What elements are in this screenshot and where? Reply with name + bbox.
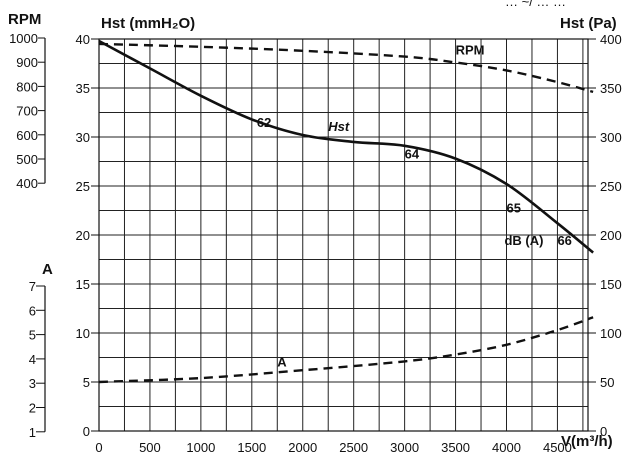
chart-axes: 0 500 1000 1500 2000 2500 3000 3500 4000 45000510…	[9, 31, 622, 455]
x-tick-label: 4000	[492, 440, 521, 455]
amp-tick-label: 2	[29, 401, 36, 416]
hst-mm-tick-label: 5	[83, 375, 90, 390]
series-rpm-line	[98, 42, 594, 94]
annotation-label: 64	[405, 147, 420, 162]
hst-mm-tick-label: 0	[83, 424, 90, 439]
x-tick-label: 1000	[186, 440, 215, 455]
amp-tick-label: 6	[29, 303, 36, 318]
chart-grid	[98, 38, 589, 432]
rpm-tick-label: 700	[16, 104, 38, 119]
annotation-label: RPM	[456, 43, 485, 58]
rpm-tick-label: 600	[16, 128, 38, 143]
chart-annotations: 62 Hst 64 65 dB (A) 66 RPM A	[257, 43, 572, 370]
hst-pa-tick-label: 350	[600, 81, 622, 96]
hst-pa-tick-label: 0	[600, 424, 607, 439]
rpm-tick-label: 900	[16, 55, 38, 70]
amp-axis-label: A	[42, 261, 53, 278]
x-tick-label: 3500	[441, 440, 470, 455]
x-axis-label: V(m³/h)	[561, 433, 613, 450]
x-tick-label: 2000	[288, 440, 317, 455]
header-fragment: … ~/ … …	[505, 0, 566, 9]
hst-mm-tick-label: 30	[76, 130, 90, 145]
hst-pa-tick-label: 300	[600, 130, 622, 145]
hst-pa-tick-label: 50	[600, 375, 614, 390]
x-tick-label: 500	[139, 440, 161, 455]
series-a-line	[98, 316, 594, 384]
annotation-label: dB (A)	[504, 233, 543, 248]
hst-pa-tick-label: 250	[600, 179, 622, 194]
hst-pa-tick-label: 100	[600, 326, 622, 341]
annotation-label: A	[277, 354, 287, 369]
amp-tick-label: 5	[29, 328, 36, 343]
annotation-label: 62	[257, 115, 271, 130]
hst-mm-tick-label: 20	[76, 228, 90, 243]
hst-mm-tick-label: 10	[76, 326, 90, 341]
amp-tick-label: 3	[29, 376, 36, 391]
rpm-tick-label: 800	[16, 79, 38, 94]
amp-tick-label: 4	[29, 352, 36, 367]
x-tick-label: 2500	[339, 440, 368, 455]
hst-pa-axis-label: Hst (Pa)	[560, 15, 617, 32]
hst-mm-tick-label: 15	[76, 277, 90, 292]
hst-pa-tick-label: 150	[600, 277, 622, 292]
series-hst-line	[98, 39, 594, 254]
annotation-label: 65	[507, 200, 521, 215]
hst-pa-tick-label: 200	[600, 228, 622, 243]
rpm-tick-label: 1000	[9, 31, 38, 46]
annotation-label: Hst	[328, 119, 350, 134]
x-tick-label: 3000	[390, 440, 419, 455]
rpm-tick-label: 400	[16, 176, 38, 191]
annotation-label: 66	[557, 233, 571, 248]
hst-pa-tick-label: 400	[600, 32, 622, 47]
hst-mm-tick-label: 40	[76, 32, 90, 47]
amp-tick-label: 1	[29, 425, 36, 440]
rpm-axis-label: RPM	[8, 11, 41, 28]
x-tick-label: 1500	[237, 440, 266, 455]
chart-series	[98, 39, 594, 384]
hst-mm-tick-label: 25	[76, 179, 90, 194]
x-tick-label: 0	[95, 440, 102, 455]
hst-mm-axis-label: Hst (mmH₂O)	[101, 15, 195, 32]
x-tick-label: 4500	[543, 440, 572, 455]
amp-tick-label: 7	[29, 279, 36, 294]
rpm-tick-label: 500	[16, 152, 38, 167]
hst-mm-tick-label: 35	[76, 81, 90, 96]
